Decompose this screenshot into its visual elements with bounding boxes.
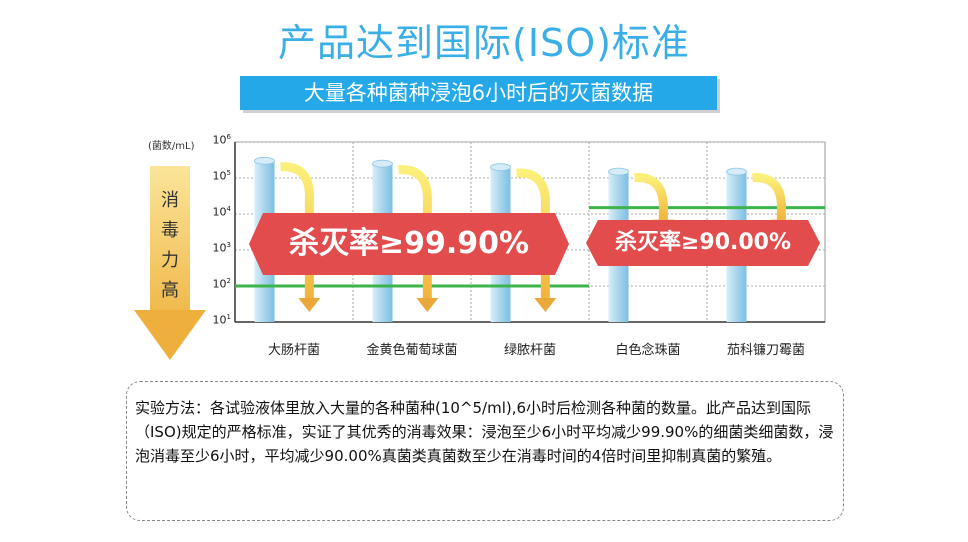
kill-rate-badge-bacteria: 杀灭率≥99.90% bbox=[249, 213, 569, 275]
arrow-label: 消 毒 力 高 bbox=[150, 186, 190, 306]
kill-rate-badge-fungi: 杀灭率≥90.00% bbox=[586, 220, 820, 266]
arrow-char: 力 bbox=[161, 250, 179, 271]
arrow-char: 高 bbox=[161, 280, 179, 301]
x-category-label: 金黄色葡萄球菌 bbox=[366, 343, 458, 358]
bar-cap-0 bbox=[254, 156, 275, 165]
y-axis-unit: (菌数/mL) bbox=[148, 141, 195, 152]
subtitle-banner: 大量各种菌种浸泡6小时后的灭菌数据 bbox=[240, 76, 717, 110]
arrow-char: 毒 bbox=[161, 220, 179, 241]
x-category-label: 大肠杆菌 bbox=[267, 343, 320, 358]
y-tick-label: 104 bbox=[212, 205, 231, 219]
decline-curve-4 bbox=[752, 173, 786, 220]
x-category-label: 白色念珠菌 bbox=[615, 343, 681, 358]
y-tick-label: 103 bbox=[212, 241, 231, 255]
y-tick-label: 101 bbox=[212, 313, 231, 327]
x-category-label: 绿脓杆菌 bbox=[503, 343, 556, 358]
bar-cap-2 bbox=[490, 163, 511, 172]
decline-arrowhead-0 bbox=[298, 298, 321, 312]
bar-chart bbox=[234, 141, 826, 323]
y-tick-label: 102 bbox=[212, 277, 231, 291]
page-title: 产品达到国际(ISO)标准 bbox=[278, 21, 690, 65]
decline-arrowhead-2 bbox=[534, 298, 557, 312]
bar-cap-1 bbox=[372, 159, 393, 168]
down-arrow-head-icon bbox=[134, 310, 206, 360]
method-description: 实验方法：各试验液体里放入大量的各种菌种(10^5/ml),6小时后检测各种菌的… bbox=[126, 381, 844, 521]
decline-arrowhead-1 bbox=[416, 298, 439, 312]
bar-cap-3 bbox=[608, 167, 629, 176]
y-tick-label: 105 bbox=[212, 169, 231, 183]
decline-curve-3 bbox=[634, 173, 668, 220]
decline-curve-1 bbox=[398, 165, 432, 298]
y-tick-label: 106 bbox=[212, 133, 231, 147]
bar-cap-4 bbox=[726, 167, 747, 176]
x-category-label: 茄科镰刀霉菌 bbox=[726, 343, 805, 358]
down-arrow-icon bbox=[150, 166, 190, 316]
arrow-char: 消 bbox=[161, 190, 179, 211]
decline-curve-0 bbox=[280, 162, 314, 298]
decline-curve-2 bbox=[516, 168, 550, 298]
